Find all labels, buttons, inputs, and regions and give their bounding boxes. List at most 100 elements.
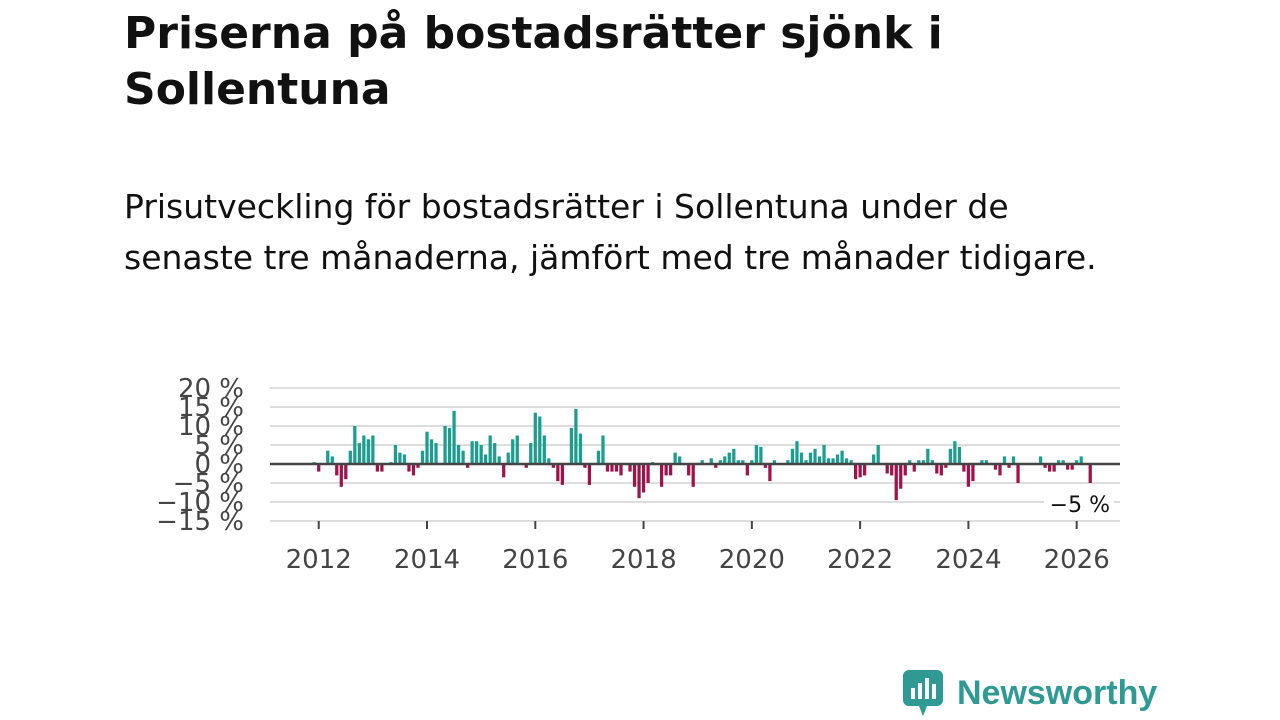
bar bbox=[497, 456, 501, 464]
x-tick-label: 2022 bbox=[827, 545, 893, 575]
bar bbox=[890, 464, 894, 476]
bar bbox=[664, 464, 668, 476]
last-value-annotation: −5 % bbox=[1044, 491, 1114, 518]
bar bbox=[844, 458, 849, 464]
bar bbox=[434, 443, 438, 464]
bar bbox=[511, 439, 515, 464]
bar bbox=[673, 452, 677, 464]
bar bbox=[1052, 464, 1056, 472]
bar bbox=[745, 464, 749, 476]
x-tick-label: 2026 bbox=[1044, 545, 1110, 575]
bar bbox=[754, 445, 758, 464]
bar bbox=[375, 464, 379, 472]
bar bbox=[849, 460, 853, 464]
bar bbox=[610, 464, 614, 472]
y-tick-label: 15 % bbox=[178, 393, 244, 423]
x-tick-label: 2020 bbox=[719, 545, 785, 575]
bar bbox=[447, 427, 452, 464]
bar bbox=[317, 464, 321, 472]
bar bbox=[366, 439, 370, 464]
bar bbox=[380, 464, 384, 472]
bar bbox=[538, 416, 542, 464]
bar bbox=[759, 446, 763, 464]
bar bbox=[641, 464, 646, 493]
bar bbox=[826, 458, 831, 464]
bar bbox=[1007, 464, 1011, 468]
bar bbox=[998, 464, 1002, 476]
bar bbox=[786, 460, 790, 464]
bar bbox=[732, 448, 736, 464]
bar bbox=[484, 454, 488, 464]
bar bbox=[456, 445, 461, 464]
bar bbox=[533, 412, 537, 464]
annotation-background bbox=[1044, 491, 1114, 517]
x-tick-label: 2024 bbox=[935, 545, 1001, 575]
bar bbox=[402, 454, 407, 464]
bar bbox=[876, 445, 880, 464]
bar bbox=[944, 464, 948, 468]
bar bbox=[411, 464, 416, 476]
bar bbox=[669, 464, 673, 476]
bar bbox=[687, 464, 691, 476]
bar-chart: 20 %15 %10 %5 %0 %−5 %−10 %−15 % 2012 201… bbox=[156, 374, 1120, 575]
bar bbox=[556, 464, 560, 482]
bar bbox=[1070, 464, 1074, 470]
bar bbox=[502, 464, 506, 478]
bar bbox=[966, 464, 971, 487]
bar bbox=[1079, 456, 1083, 464]
bar bbox=[551, 464, 555, 468]
bar bbox=[736, 460, 740, 464]
bar bbox=[1002, 456, 1007, 464]
chart-subtitle: Prisutveckling för bostadsrätter i Solle… bbox=[124, 187, 1097, 277]
bar bbox=[479, 445, 483, 464]
bar bbox=[1016, 464, 1020, 483]
bar bbox=[872, 454, 876, 464]
bar bbox=[357, 443, 361, 464]
bar bbox=[799, 452, 804, 464]
bar bbox=[393, 445, 398, 464]
bar bbox=[714, 464, 718, 468]
brand-name: Newsworthy bbox=[957, 673, 1158, 712]
bar bbox=[808, 452, 813, 464]
bar bbox=[488, 435, 492, 464]
bar bbox=[727, 452, 731, 464]
bar-series bbox=[312, 408, 1092, 501]
bar bbox=[930, 460, 934, 464]
bar bbox=[416, 464, 420, 468]
bar bbox=[723, 456, 727, 464]
bar bbox=[971, 464, 975, 482]
bar bbox=[587, 464, 592, 485]
bar bbox=[984, 460, 989, 464]
bar bbox=[560, 464, 564, 485]
x-tick-label: 2016 bbox=[502, 545, 568, 575]
y-tick-label: −15 % bbox=[156, 507, 244, 537]
bar bbox=[1066, 464, 1070, 470]
bar bbox=[547, 458, 551, 464]
bar bbox=[908, 460, 912, 464]
bar bbox=[605, 464, 610, 472]
y-axis-tick-labels: 20 %15 %10 %5 %0 %−5 %−10 %−15 % bbox=[156, 374, 244, 537]
bar bbox=[569, 427, 574, 464]
bar bbox=[524, 464, 528, 468]
bar bbox=[921, 460, 925, 464]
bar bbox=[353, 426, 357, 464]
bar bbox=[772, 460, 777, 464]
bar bbox=[443, 426, 447, 464]
bar bbox=[980, 460, 984, 464]
bar bbox=[1038, 456, 1043, 464]
bar bbox=[763, 464, 768, 468]
bar bbox=[583, 464, 587, 468]
y-tick-label: 20 % bbox=[178, 374, 244, 404]
x-axis: 2012 2014 2016 2018 2020 2022 2024 2026 bbox=[286, 521, 1110, 575]
bar bbox=[831, 458, 835, 464]
bar bbox=[578, 433, 583, 464]
last-value-label: −5 % bbox=[1050, 493, 1110, 518]
brand-logo: Newsworthy bbox=[903, 670, 1157, 716]
x-tick-label: 2014 bbox=[394, 545, 460, 575]
bar bbox=[700, 460, 704, 464]
bar bbox=[822, 445, 826, 464]
bar bbox=[804, 460, 808, 464]
bar bbox=[475, 441, 479, 464]
bar bbox=[470, 441, 474, 464]
bar bbox=[813, 448, 817, 464]
